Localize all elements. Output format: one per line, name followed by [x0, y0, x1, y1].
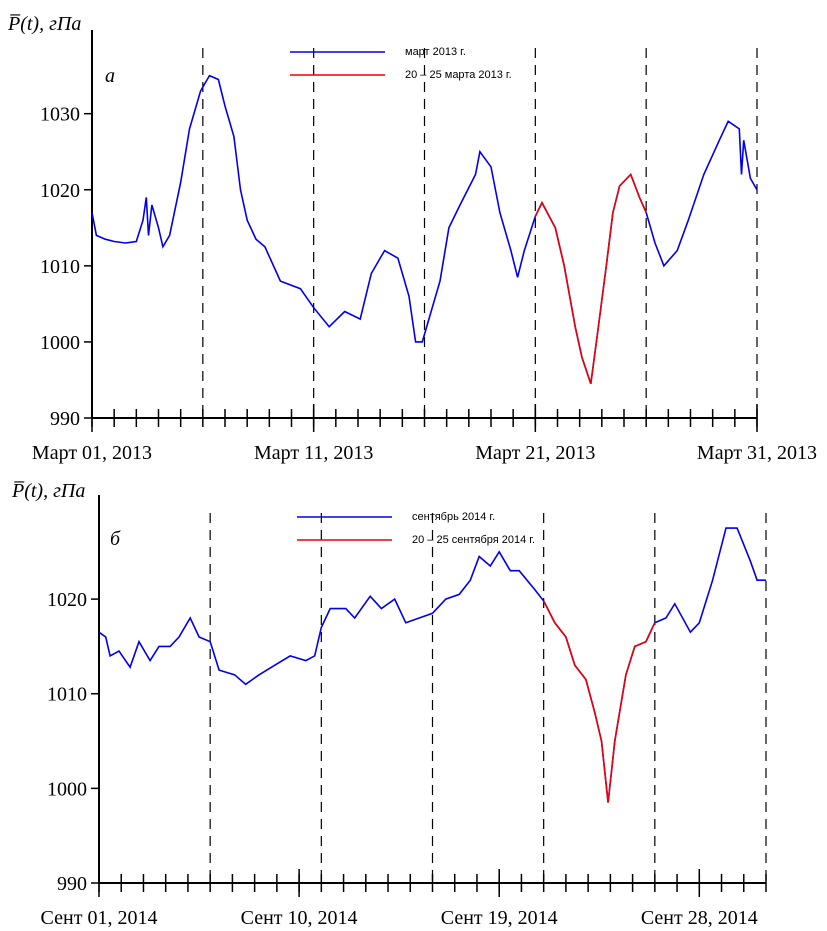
panel-letter: а — [105, 65, 115, 87]
y-tick-label: 1030 — [40, 104, 80, 126]
y-axis-label: P̅(t), гПа — [11, 480, 85, 502]
y-tick-label: 1010 — [40, 256, 80, 278]
x-tick-label: Сент 28, 2014 — [641, 907, 758, 929]
legend-label: март 2013 г. — [405, 46, 466, 58]
x-tick-label: Март 21, 2013 — [475, 442, 595, 464]
legend-label: 20 – 25 марта 2013 г. — [405, 69, 512, 81]
y-tick-label: 1000 — [47, 778, 87, 800]
series-line — [542, 600, 656, 803]
x-tick-label: Сент 10, 2014 — [241, 907, 358, 929]
legend-label: 20 – 25 сентября 2014 г. — [412, 534, 535, 546]
x-tick-label: Сент 19, 2014 — [441, 907, 558, 929]
y-axis-label: P̅(t), гПа — [7, 13, 81, 35]
y-tick-label: 990 — [50, 408, 80, 430]
x-tick-label: Март 01, 2013 — [32, 442, 152, 464]
y-tick-label: 990 — [57, 873, 87, 895]
y-tick-label: 1000 — [40, 332, 80, 354]
x-tick-label: Март 31, 2013 — [697, 442, 817, 464]
legend-label: сентябрь 2014 г. — [412, 511, 495, 523]
x-tick-label: Сент 01, 2014 — [41, 907, 158, 929]
y-tick-label: 1010 — [47, 684, 87, 706]
y-tick-label: 1020 — [47, 589, 87, 611]
y-tick-label: 1020 — [40, 180, 80, 202]
series-line — [534, 173, 647, 385]
x-tick-label: Март 11, 2013 — [254, 442, 373, 464]
panel-letter: б — [110, 528, 121, 550]
